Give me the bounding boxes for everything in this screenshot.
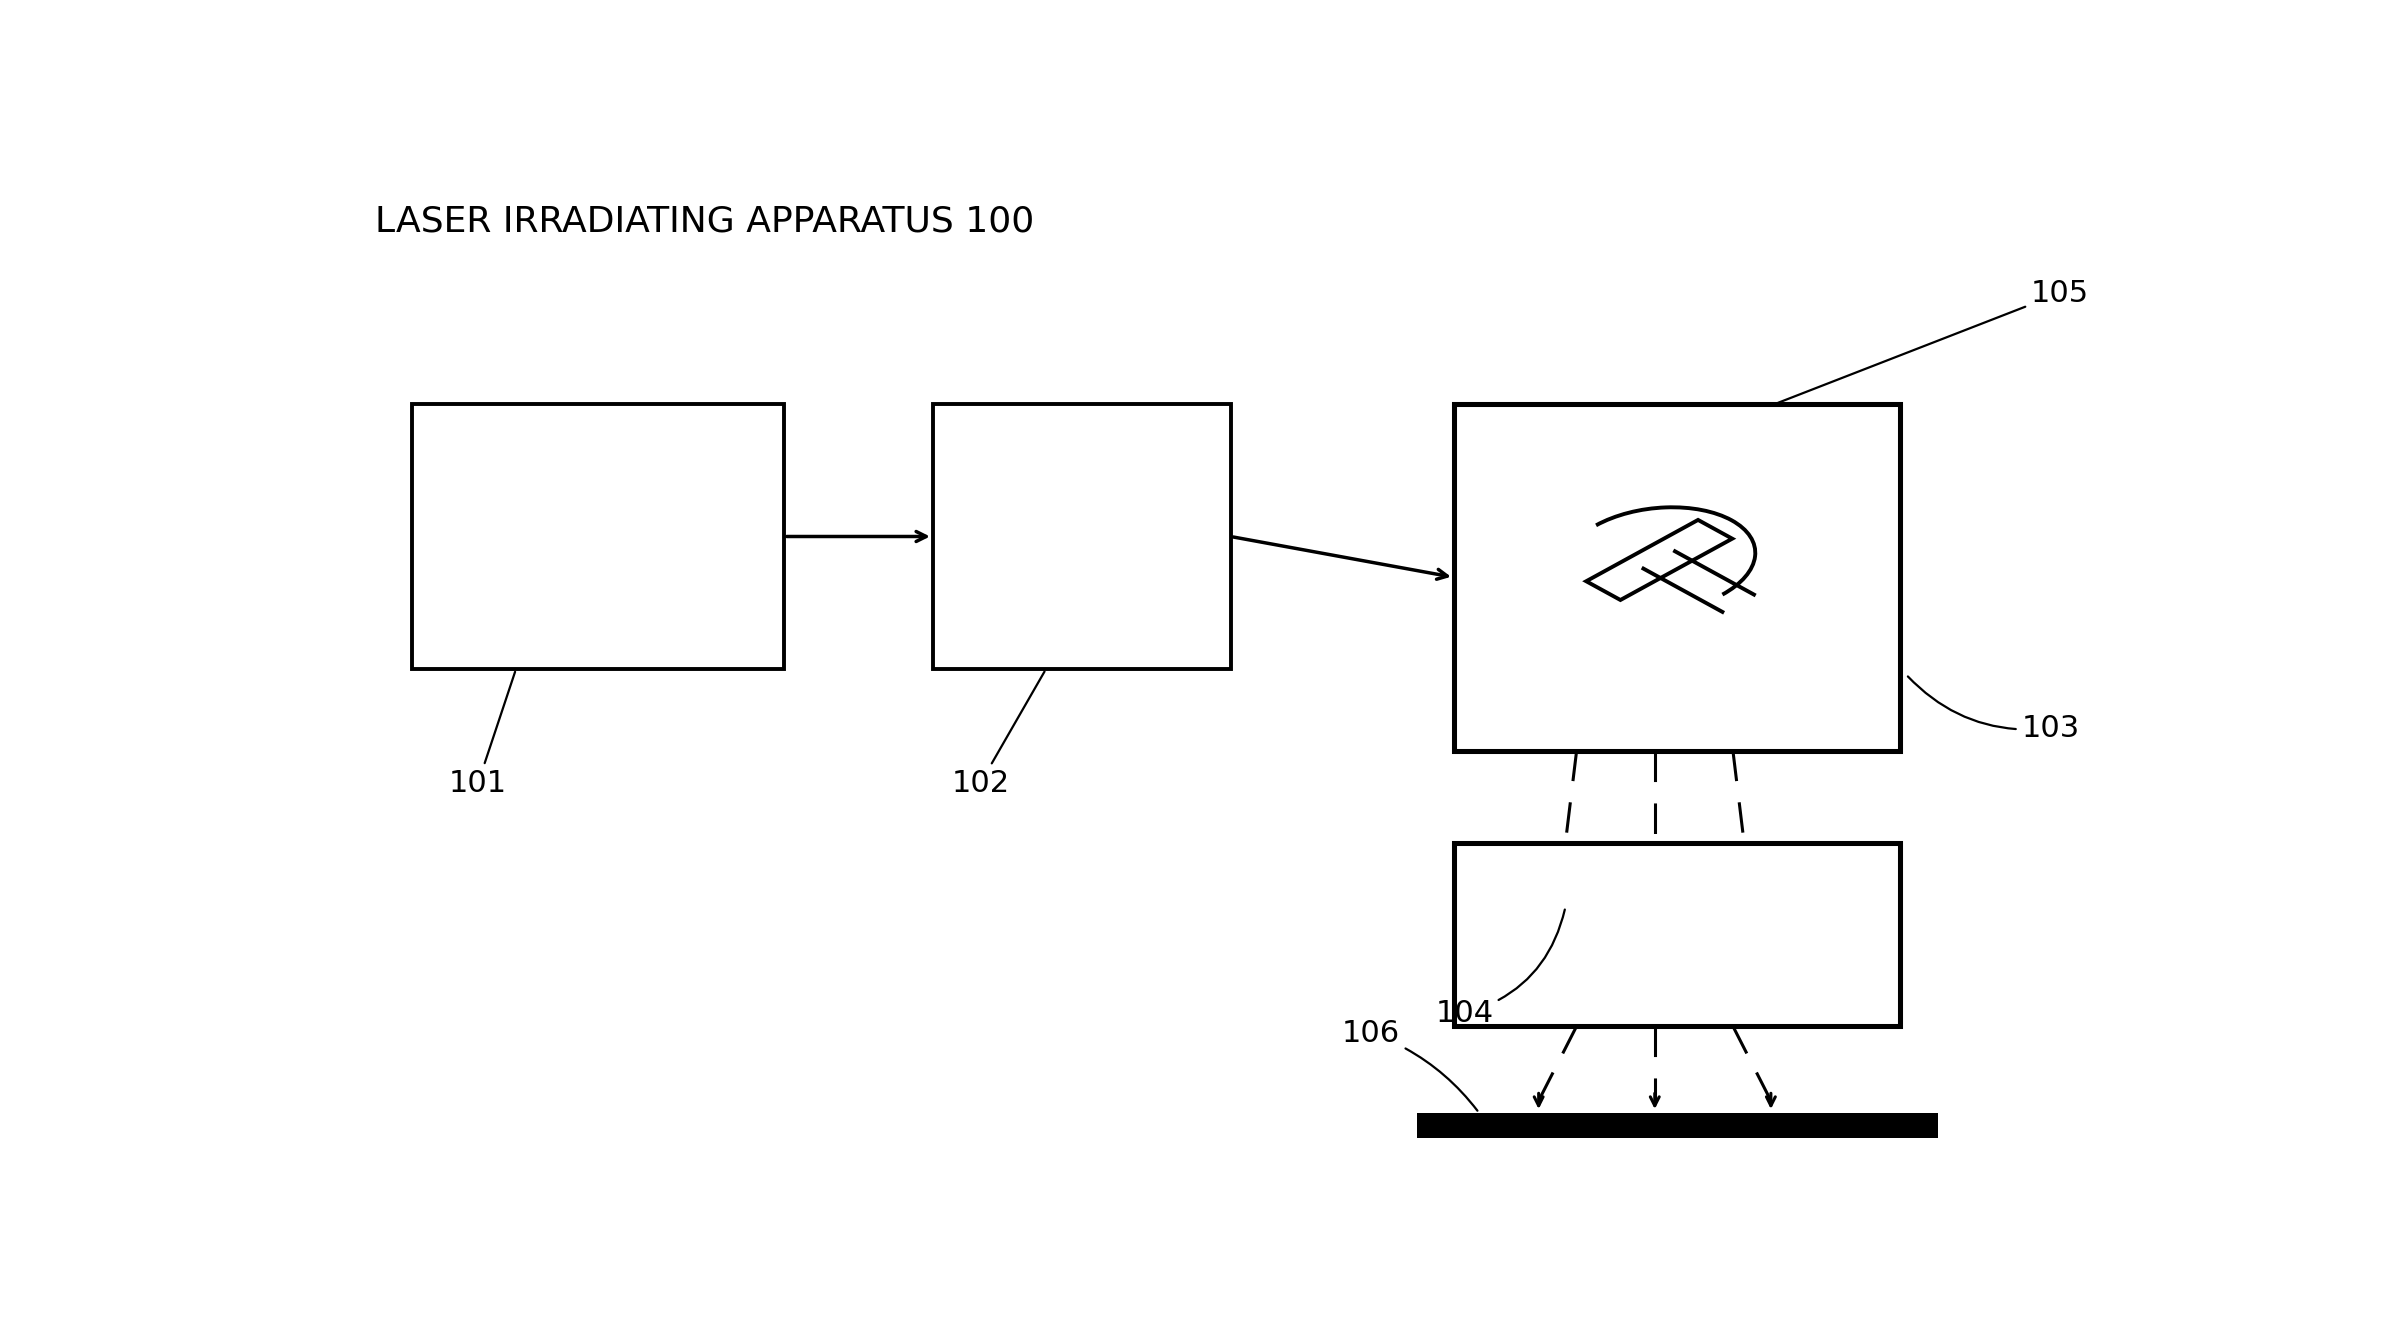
Text: 106: 106 xyxy=(1342,1019,1477,1110)
Bar xyxy=(1417,1113,1938,1138)
Bar xyxy=(1455,843,1902,1027)
Bar xyxy=(934,404,1232,669)
Text: 103: 103 xyxy=(1909,677,2079,743)
Bar xyxy=(1455,404,1902,751)
Polygon shape xyxy=(1587,519,1731,600)
Text: 102: 102 xyxy=(951,672,1044,798)
Text: LASER IRRADIATING APPARATUS 100: LASER IRRADIATING APPARATUS 100 xyxy=(375,205,1035,238)
Text: 104: 104 xyxy=(1436,909,1565,1028)
Text: 105: 105 xyxy=(1777,278,2089,403)
Text: 101: 101 xyxy=(449,672,516,798)
Bar xyxy=(413,404,783,669)
